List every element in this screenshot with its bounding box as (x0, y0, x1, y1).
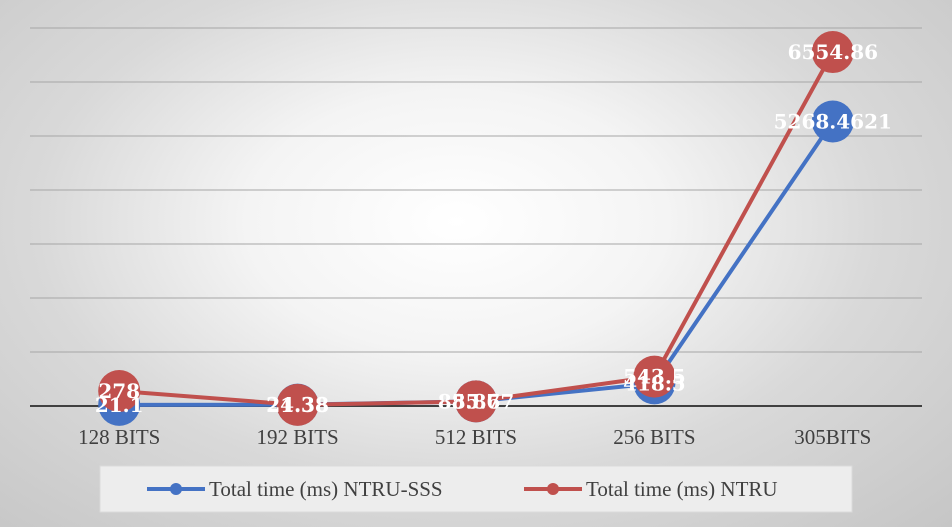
legend-box (99, 465, 853, 513)
legend-marker-1 (170, 483, 182, 495)
series-line-1 (117, 119, 835, 407)
data-label-series-2: 85.6 (452, 389, 501, 413)
x-tick-label: 512 BITS (435, 425, 517, 449)
gridlines (30, 27, 922, 407)
legend: Total time (ms) NTRU-SSS Total time (ms) … (99, 465, 853, 513)
x-tick-label: 256 BITS (613, 425, 695, 449)
markers (98, 31, 854, 426)
legend-label-1: Total time (ms) NTRU-SSS (209, 477, 443, 501)
data-label-series-1: 418.5 (623, 371, 686, 395)
data-point-series-2 (633, 355, 676, 398)
data-point-series-1 (811, 100, 854, 143)
data-label-series-1: 21.1 (95, 393, 144, 417)
data-label-series-1: 24.38 (266, 393, 329, 417)
legend-label-2: Total time (ms) NTRU (586, 477, 778, 501)
x-axis-ticks: 128 BITS 192 BITS 512 BITS 256 BITS 305BITS (78, 425, 871, 449)
legend-marker-2 (547, 483, 559, 495)
data-point-series-2 (276, 383, 319, 426)
data-label-series-1: 85.877 (438, 389, 515, 413)
data-point-series-2 (455, 380, 497, 423)
x-tick-label: 305BITS (794, 425, 871, 449)
data-label-series-2: 21.38 (266, 393, 329, 417)
data-label-series-1: 5268.4621 (774, 110, 892, 134)
data-point-series-2 (98, 369, 141, 412)
data-label-series-2: 278 (98, 379, 140, 403)
data-label-series-2: 543.5 (623, 365, 686, 389)
x-tick-label: 192 BITS (256, 425, 338, 449)
data-labels: 21.1 24.38 85.877 418.5 5268.4621 278 21.38 85.… (95, 40, 892, 417)
data-point-series-2 (811, 31, 854, 74)
data-label-series-2: 6554.86 (788, 40, 878, 64)
x-tick-label: 128 BITS (78, 425, 160, 449)
